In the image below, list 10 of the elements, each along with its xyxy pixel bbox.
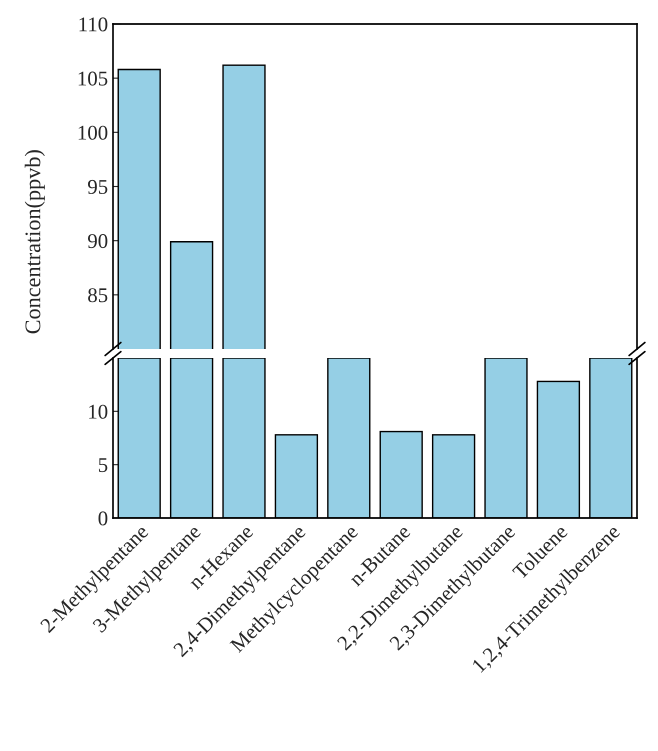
- y-tick-label: 100: [78, 126, 108, 140]
- y-tick-label: 110: [80, 17, 108, 32]
- y-tick-label: 105: [78, 72, 108, 86]
- y-tick-label: 10: [89, 404, 108, 419]
- y-tick-label: 90: [88, 234, 108, 248]
- y-tick-label: 0: [98, 511, 108, 526]
- y-tick-label: 5: [98, 458, 108, 472]
- y-tick-label: 85: [88, 288, 108, 302]
- y-axis-title: Concentration(ppvb): [24, 150, 45, 334]
- y-tick-label: 95: [88, 180, 108, 194]
